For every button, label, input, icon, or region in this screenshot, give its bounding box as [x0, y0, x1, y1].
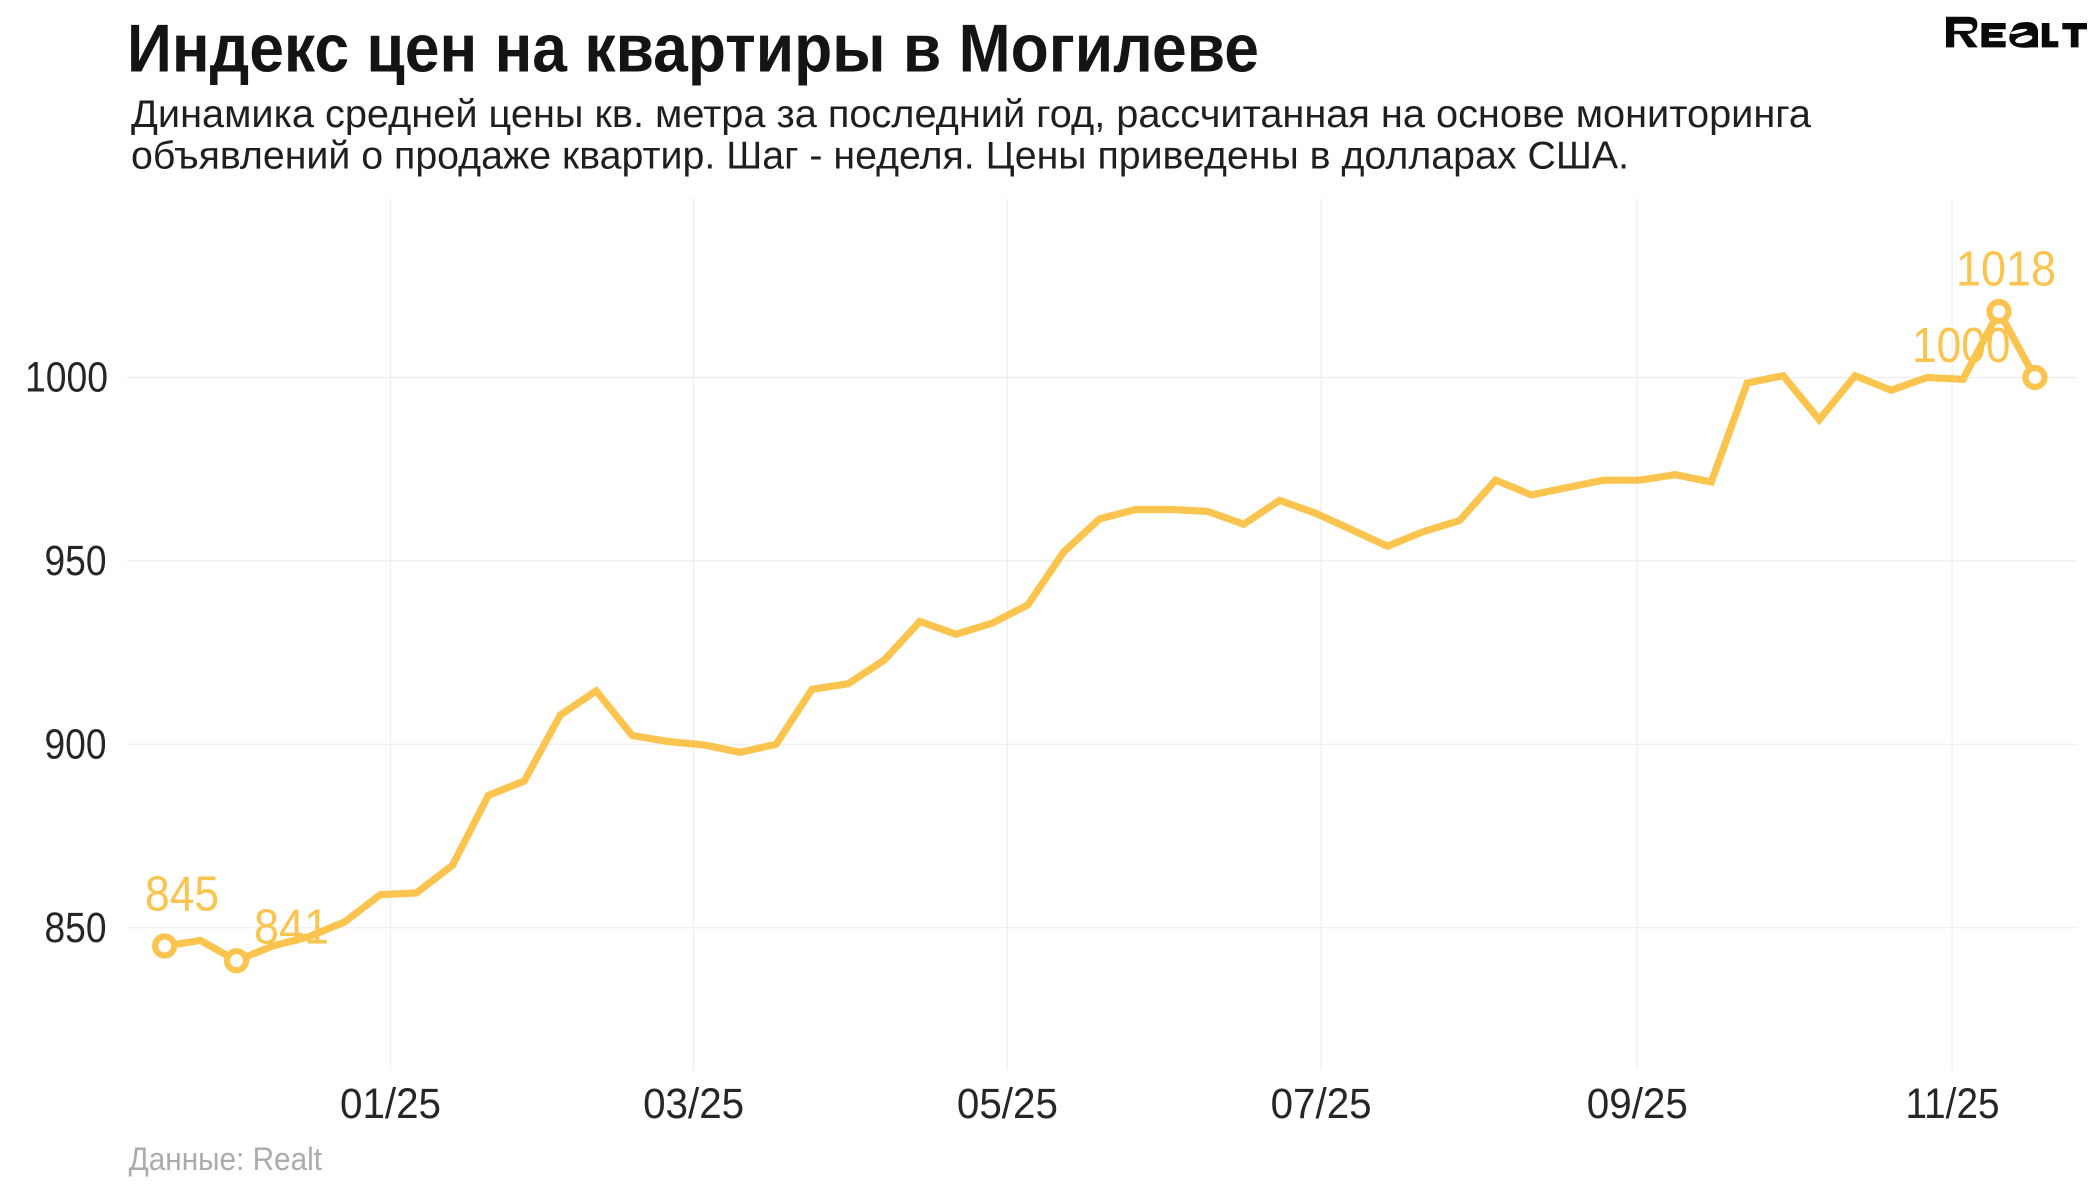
svg-text:845: 845 — [145, 867, 219, 922]
svg-text:01/25: 01/25 — [340, 1081, 441, 1128]
svg-text:Индекс цен на квартиры в Могил: Индекс цен на квартиры в Могилеве — [127, 11, 1259, 87]
svg-text:950: 950 — [45, 538, 107, 585]
svg-text:11/25: 11/25 — [1906, 1081, 2000, 1128]
svg-text:850: 850 — [45, 905, 107, 952]
svg-text:900: 900 — [45, 722, 107, 769]
svg-text:07/25: 07/25 — [1271, 1081, 1372, 1128]
svg-text:09/25: 09/25 — [1587, 1081, 1688, 1128]
svg-text:1000: 1000 — [25, 355, 108, 402]
svg-text:Динамика средней цены кв. метр: Динамика средней цены кв. метра за после… — [131, 93, 1811, 136]
svg-text:05/25: 05/25 — [957, 1081, 1058, 1128]
svg-text:841: 841 — [254, 899, 329, 954]
svg-text:1000: 1000 — [1912, 318, 2011, 373]
svg-text:Данные: Realt: Данные: Realt — [129, 1140, 322, 1177]
svg-text:объявлений о продаже квартир.: объявлений о продаже квартир. Шаг - неде… — [131, 135, 1629, 178]
svg-text:1018: 1018 — [1956, 242, 2056, 297]
svg-text:03/25: 03/25 — [643, 1081, 744, 1128]
